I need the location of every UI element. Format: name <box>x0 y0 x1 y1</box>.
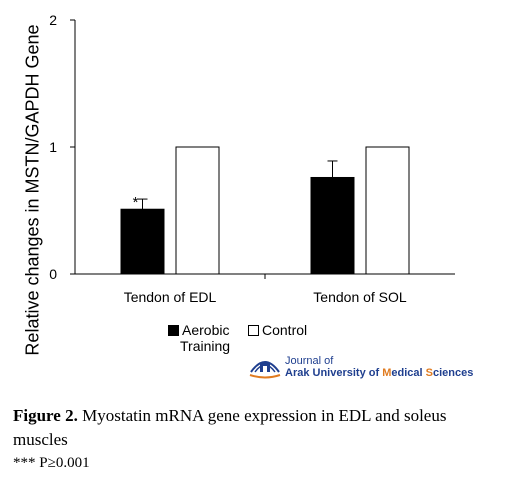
legend-item-control: Control <box>248 322 307 338</box>
y-tick-label-1: 1 <box>49 139 57 155</box>
significance-note: *** P≥0.001 <box>13 455 90 471</box>
y-tick-label-0: 0 <box>49 266 57 282</box>
figure-caption-label: Figure 2. <box>13 406 78 425</box>
y-tick-label-2: 2 <box>49 12 57 28</box>
legend-label-control: Control <box>262 322 308 338</box>
bar-control-1 <box>365 146 410 275</box>
figure-caption: Figure 2. Myostatin mRNA gene expression… <box>13 404 483 452</box>
legend-item-aerobic-line2: Training <box>180 338 230 354</box>
legend-item-aerobic: Aerobic <box>168 322 229 338</box>
journal-name-line1: Journal of <box>285 355 334 367</box>
figure-caption-text: Myostatin mRNA gene expression in EDL an… <box>13 406 447 449</box>
legend-label-aerobic-line2: Training <box>180 338 231 354</box>
journal-name-line2: Arak University of Medical Sciences <box>285 367 474 379</box>
y-axis-label-text: Relative changes in MSTN/GAPDH Gene <box>22 24 43 356</box>
significance-marker-0: * <box>133 194 139 211</box>
legend-swatch-aerobic <box>168 325 179 336</box>
bar-aerobic-1 <box>310 176 355 275</box>
bar-control-0 <box>175 146 220 275</box>
journal-logo: Journal of Arak University of Medical Sc… <box>248 350 473 382</box>
x-tick-label-1: Tendon of SOL <box>313 289 407 305</box>
x-tick-label-0: Tendon of EDL <box>124 289 217 305</box>
bar-chart: 0 1 2 Tendon of EDL * Tendon of SOL <box>49 12 455 305</box>
journal-emblem-icon <box>249 361 281 379</box>
legend-swatch-control <box>248 325 259 336</box>
bar-aerobic-0 <box>120 208 165 275</box>
legend-label-aerobic: Aerobic <box>182 322 230 338</box>
